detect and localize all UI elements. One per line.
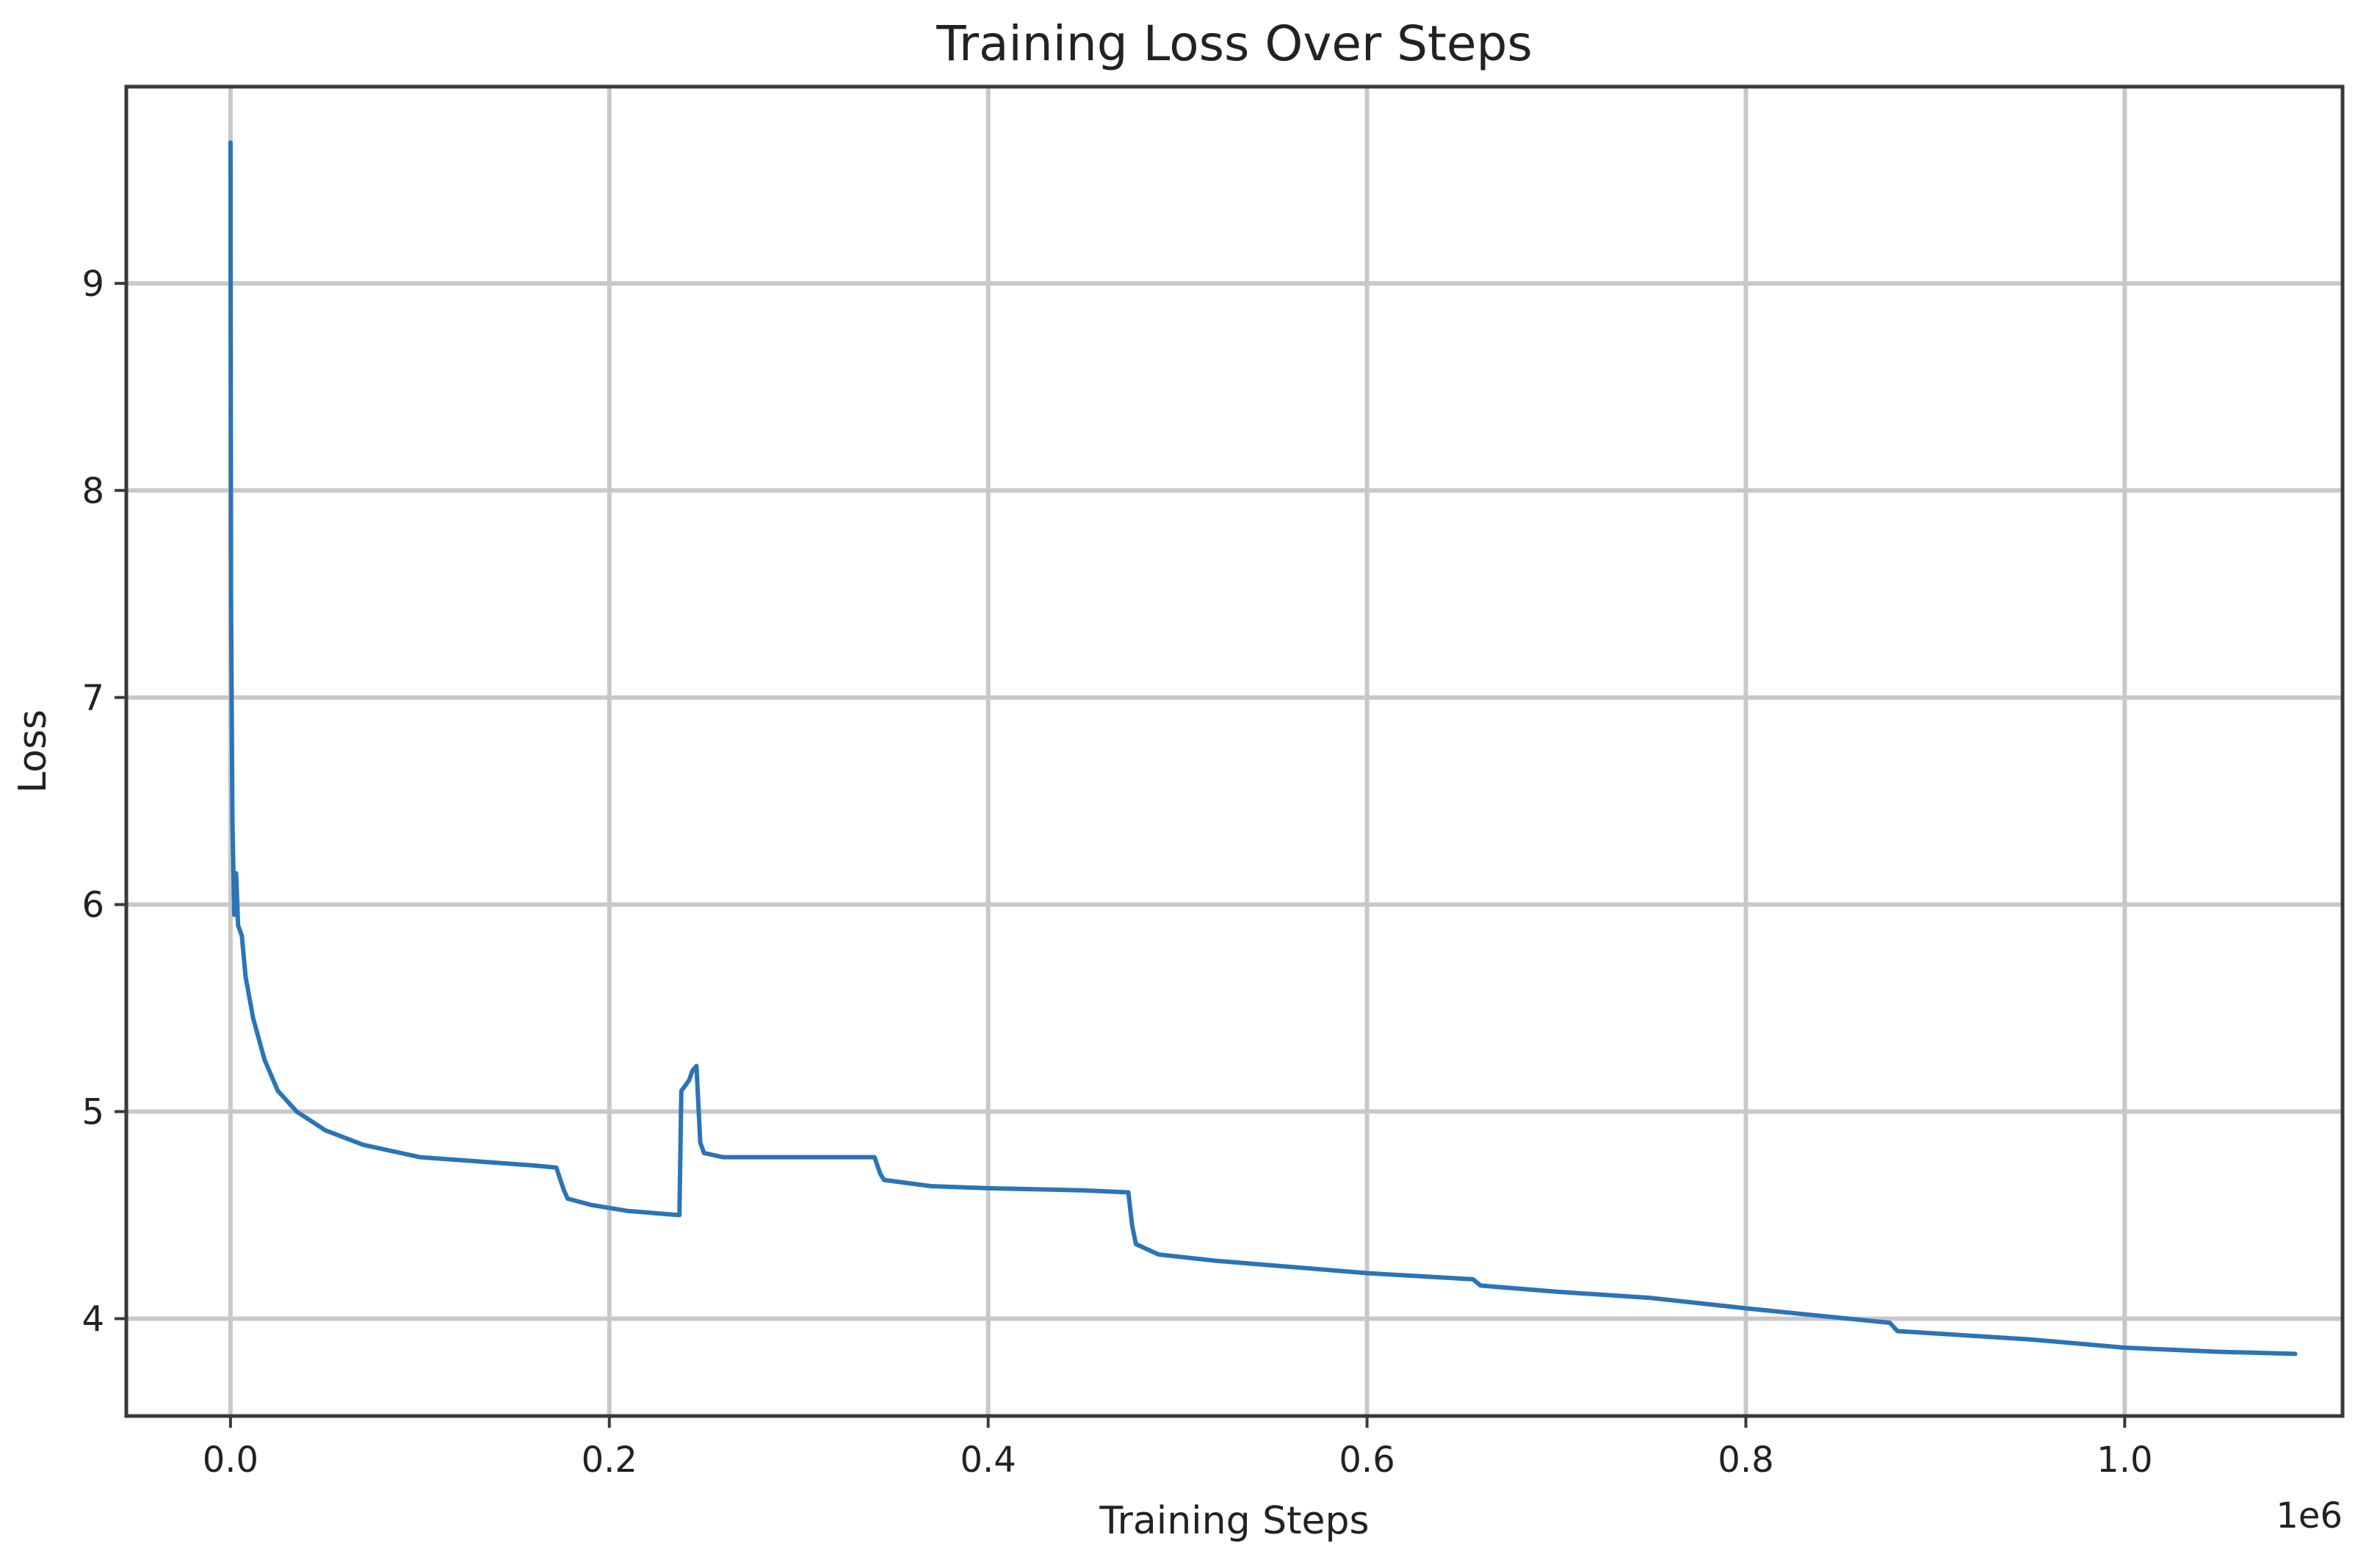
y-tick-label: 9 xyxy=(82,264,104,305)
y-axis-label: Loss xyxy=(11,709,55,793)
x-axis-offset-label: 1e6 xyxy=(2276,1495,2343,1536)
chart-title: Training Loss Over Steps xyxy=(936,15,1533,72)
y-tick-label: 6 xyxy=(82,885,104,926)
loss-series-line xyxy=(228,140,2298,1356)
x-tick-label: 0.4 xyxy=(960,1439,1016,1481)
grid-lines xyxy=(126,87,2343,1416)
y-tick-label: 5 xyxy=(82,1092,104,1133)
x-tick-label: 0.8 xyxy=(1718,1439,1773,1481)
x-tick-label: 1.0 xyxy=(2097,1439,2152,1481)
series-layer xyxy=(228,140,2298,1356)
y-tick-label: 8 xyxy=(82,471,104,512)
plot-frame xyxy=(124,84,2345,1418)
x-tick-label: 0.0 xyxy=(203,1439,258,1481)
y-tick-label: 4 xyxy=(82,1298,104,1340)
x-tick-label: 0.2 xyxy=(582,1439,637,1481)
axis-ticks: 0.0 0.2 0.4 0.6 0.8 1.0 4 5 6 7 8 9 xyxy=(82,264,2152,1481)
x-tick-label: 0.6 xyxy=(1339,1439,1395,1481)
y-tick-label: 7 xyxy=(82,678,104,719)
x-axis-label: Training Steps xyxy=(1099,1499,1369,1543)
